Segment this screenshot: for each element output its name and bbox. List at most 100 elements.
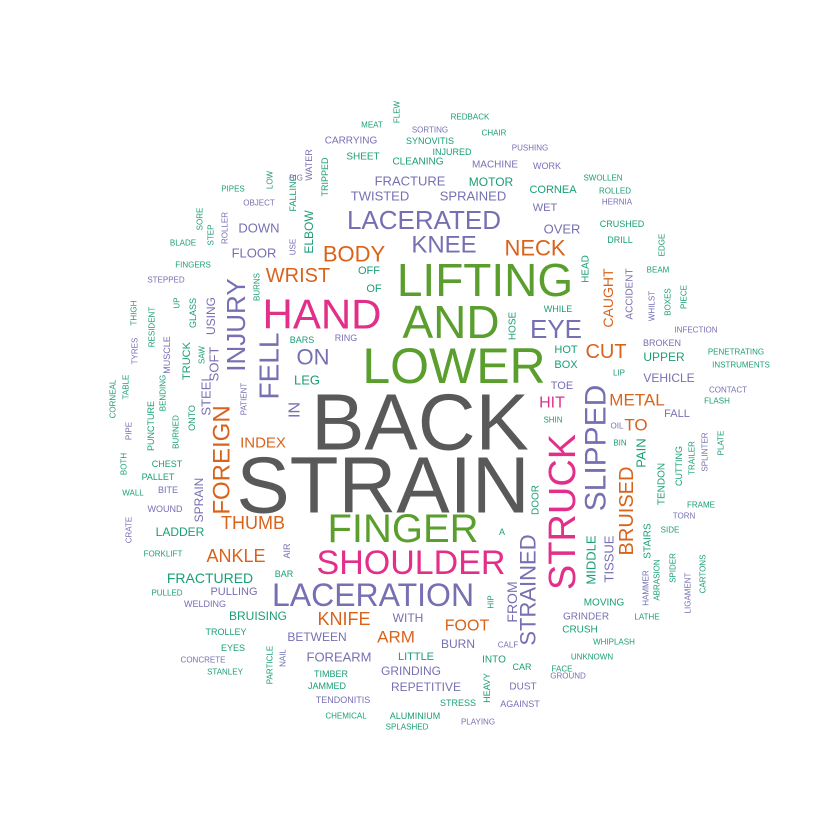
word-lacerated: LACERATED [347,205,501,235]
word-elbow: ELBOW [302,210,316,254]
word-off: OFF [358,265,380,277]
word-pipes: PIPES [221,185,245,194]
word-onto: ONTO [187,405,197,431]
word-object: OBJECT [243,199,275,208]
word-stanley: STANLEY [207,668,244,677]
word-finger: FINGER [327,507,478,551]
word-injured: INJURED [432,147,472,157]
word-cleaning: CLEANING [392,157,443,168]
word-accident: ACCIDENT [625,268,636,319]
word-calf: CALF [498,641,519,650]
word-on: ON [297,345,330,370]
word-hernia: HERNIA [602,198,633,207]
word-car: CAR [512,662,532,672]
word-up: UP [173,297,182,308]
word-penetrating: PENETRATING [708,348,764,357]
word-rolled: ROLLED [599,187,631,196]
word-step: STEP [207,225,216,246]
word-cutting: CUTTING [674,446,684,486]
word-eyes: EYES [221,643,245,653]
word-tendon: TENDON [657,463,668,505]
word-in: IN [287,402,304,418]
word-hot: HOT [554,344,578,356]
word-metal: METAL [609,391,664,410]
word-blade: BLADE [170,239,196,248]
word-trailer: TRAILER [688,441,697,475]
word-trolley: TROLLEY [205,627,246,637]
word-splashed: SPLASHED [386,723,429,732]
word-knife: KNIFE [317,609,370,629]
word-door: DOOR [531,485,542,515]
word-crush: CRUSH [562,625,598,636]
word-edge: EDGE [658,234,667,257]
word-cartons: CARTONS [699,555,708,594]
word-twisted: TWISTED [351,189,410,204]
word-stress: STRESS [440,698,476,708]
word-wrist: WRIST [266,265,330,287]
word-meat: MEAT [361,121,383,130]
word-over: OVER [544,222,581,237]
word-wet: WET [533,202,558,214]
word-flash: FLASH [704,397,730,406]
word-pipe: PIPE [125,422,134,440]
word-fingers: FINGERS [175,261,211,270]
word-whilst: WHILST [648,291,657,321]
word-broken: BROKEN [643,338,681,348]
word-glass: GLASS [188,298,198,328]
word-repetitive: REPETITIVE [391,680,461,694]
word-lip: LIP [613,369,625,378]
word-tissue: TISSUE [602,535,617,582]
word-shoulder: SHOULDER [317,544,506,582]
word-table: TABLE [122,375,131,400]
word-infection: INFECTION [674,326,717,335]
word-sorting: SORTING [412,126,448,135]
word-ring: RING [335,333,358,343]
word-burns: BURNS [253,273,262,301]
word-work: WORK [533,161,561,171]
word-upper: UPPER [643,350,685,364]
word-side: SIDE [661,526,680,535]
word-tripped: TRIPPED [320,157,330,197]
word-resident: RESIDENT [148,307,157,348]
word-redback: REDBACK [451,113,490,122]
word-sprain: SPRAIN [192,478,206,523]
word-with: WITH [393,611,424,625]
word-forearm: FOREARM [307,650,372,665]
word-drill: DRILL [607,235,633,245]
word-synovitis: SYNOVITIS [406,136,454,146]
word-sheet: SHEET [346,152,379,163]
word-bruising: BRUISING [229,609,287,623]
word-and: AND [402,296,499,348]
word-injury: INJURY [221,278,251,371]
word-flew: FLEW [393,100,402,123]
word-timber: TIMBER [314,669,349,679]
word-ladder: LADDER [156,525,205,539]
word-to: TO [624,416,647,435]
word-jammed: JAMMED [308,681,347,691]
word-bending: BENDING [159,375,168,411]
word-piece: PIECE [680,285,689,309]
word-while: WHILE [544,304,573,314]
word-moving: MOVING [584,598,625,609]
word-bite: BITE [158,485,178,495]
word-soft: SOFT [207,347,222,382]
word-body: BODY [323,242,386,267]
word-cornea: CORNEA [529,184,577,196]
word-hammer: HAMMER [642,570,651,606]
word-using: USING [204,297,218,335]
word-carrying: CARRYING [325,136,378,147]
word-wall: WALL [122,489,144,498]
word-index: INDEX [240,435,286,452]
word-knee: KNEE [411,232,476,259]
word-water: WATER [304,149,314,181]
word-muscle: MUSCLE [162,336,172,374]
word-unknown: UNKNOWN [571,653,613,662]
word-box: BOX [554,359,578,371]
word-dust: DUST [509,682,536,693]
word-slipped: SLIPPED [580,385,613,512]
word-from: FROM [504,581,520,622]
word-back: BACK [311,378,529,467]
word-bar: BAR [275,569,294,579]
word-spider: SPIDER [669,553,678,583]
